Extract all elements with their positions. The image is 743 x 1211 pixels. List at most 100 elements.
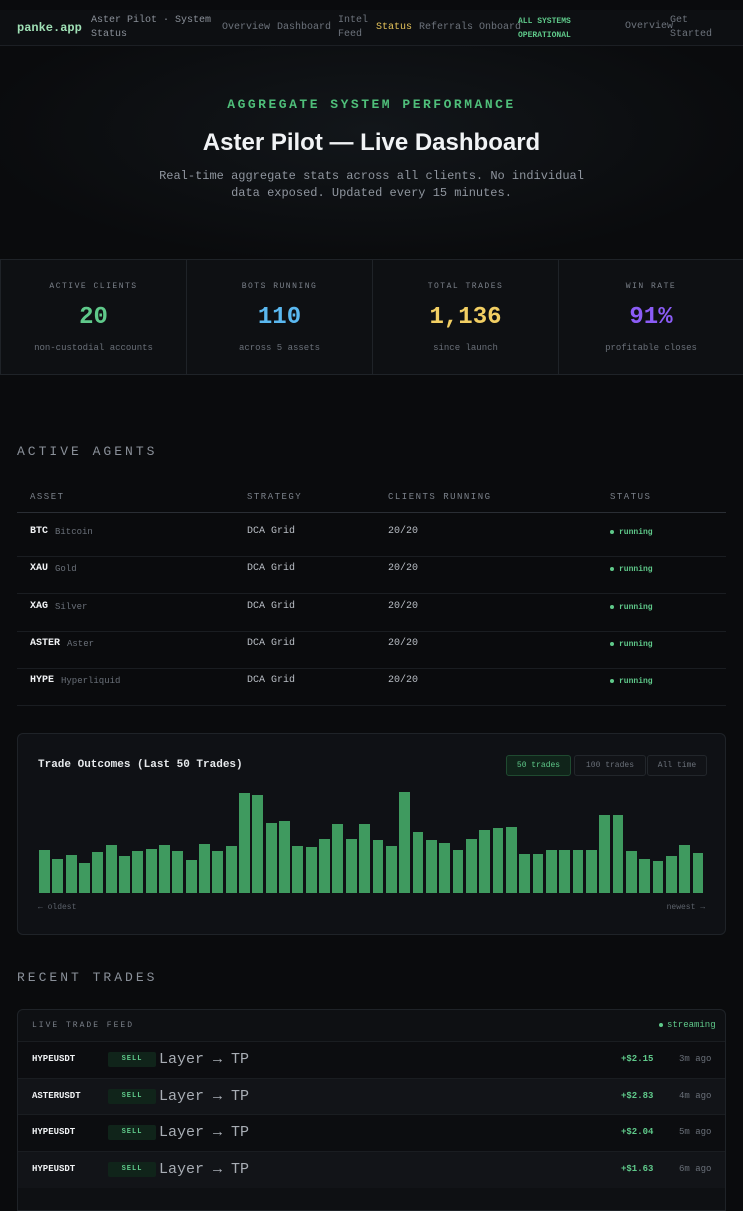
nav-link[interactable]: Referrals <box>419 22 474 33</box>
bar <box>105 844 117 893</box>
row-rule <box>17 556 726 557</box>
bar <box>545 849 557 893</box>
pnl: +$2.83 <box>621 1090 654 1101</box>
asset-symbol: XAG <box>30 600 49 612</box>
range-button[interactable]: 50 trades <box>506 755 571 776</box>
section-title: RECENT TRADES <box>17 970 158 985</box>
asset-name: Silver <box>55 601 88 612</box>
bar <box>559 849 571 893</box>
stat-note: across 5 assets <box>238 343 320 353</box>
action: Layer → TP <box>159 1051 250 1068</box>
status: running <box>619 528 653 537</box>
bar <box>319 839 330 893</box>
asset-symbol: HYPE <box>30 675 55 687</box>
strategy: DCA Grid <box>247 637 296 649</box>
bar <box>372 840 384 893</box>
bar <box>479 830 491 893</box>
bar <box>639 858 651 893</box>
strategy: DCA Grid <box>247 526 296 537</box>
trade-row: HYPEUSDT SELL Layer → TP +$2.15 3m ago <box>18 1041 725 1078</box>
bar <box>612 815 624 893</box>
table-rule <box>17 512 726 513</box>
bar <box>465 839 477 893</box>
bar <box>492 828 504 893</box>
stat-card: WIN RATE 91% profitable closes <box>558 259 743 375</box>
feed-label: LIVE TRADE FEED <box>32 1021 135 1030</box>
status: running <box>619 639 653 649</box>
nav-link[interactable]: Intel Feed <box>338 15 369 40</box>
time: 3m ago <box>679 1054 712 1064</box>
table-header: ASSET <box>30 492 65 502</box>
pair: HYPEUSDT <box>32 1127 76 1137</box>
asset-symbol: BTC <box>30 526 49 537</box>
row-rule <box>17 667 726 669</box>
stat-label: ACTIVE CLIENTS <box>49 282 138 291</box>
action: Layer → TP <box>159 1124 250 1141</box>
bar <box>519 853 531 893</box>
clients: 20/20 <box>388 637 419 649</box>
stat-card: ACTIVE CLIENTS 20 non-custodial accounts <box>0 259 187 375</box>
table-header: STATUS <box>610 492 652 502</box>
bar <box>172 850 184 893</box>
bar <box>119 855 130 893</box>
bar <box>279 821 290 893</box>
stat-card: BOTS RUNNING 110 across 5 assets <box>186 259 373 375</box>
status-dot <box>610 567 614 572</box>
stat-note: since launch <box>433 343 498 353</box>
pnl: +$1.63 <box>621 1163 654 1174</box>
brand[interactable]: panke.app <box>17 21 82 35</box>
status-dot <box>610 604 614 609</box>
bar <box>292 845 304 893</box>
bar <box>345 839 357 893</box>
bar <box>265 823 277 893</box>
bar <box>52 858 64 893</box>
stat-label: WIN RATE <box>625 282 677 291</box>
strategy: DCA Grid <box>247 675 296 687</box>
stat-value: 1,136 <box>429 304 502 331</box>
pair: HYPEUSDT <box>32 1054 76 1064</box>
bar <box>505 827 517 893</box>
asset-name: Bitcoin <box>55 527 93 537</box>
row-rule <box>17 593 726 595</box>
bar <box>572 849 584 893</box>
nav-link[interactable]: Onboard <box>479 22 522 33</box>
nav-link[interactable]: Dashboard <box>277 22 332 33</box>
bar <box>439 842 451 893</box>
status-dot <box>610 641 614 646</box>
status-dot <box>610 679 614 684</box>
status: running <box>619 565 653 575</box>
status: running <box>619 602 653 612</box>
trade-row: HYPEUSDT SELL Layer → TP +$2.04 5m ago <box>18 1114 725 1151</box>
bar <box>692 852 704 893</box>
stat-value: 20 <box>79 304 108 331</box>
trade-row: ASTERUSDT SELL Layer → TP +$2.83 4m ago <box>18 1077 725 1115</box>
stream-status: streaming <box>667 1020 716 1030</box>
range-button[interactable]: 100 trades <box>574 755 646 776</box>
bar <box>532 853 544 893</box>
nav-bar <box>0 10 743 46</box>
bar <box>199 843 210 893</box>
stat-value: 110 <box>257 304 302 331</box>
bar <box>239 793 250 893</box>
bar <box>39 849 50 893</box>
bar <box>79 862 90 893</box>
time: 5m ago <box>679 1127 712 1137</box>
action: Layer → TP <box>159 1160 250 1178</box>
nav-link[interactable]: Get Started <box>670 15 713 40</box>
feed-card: LIVE TRADE FEED streaming HYPEUSDT SELL Laye… <box>17 1009 726 1211</box>
nav-link[interactable]: Status <box>376 22 413 33</box>
action: Layer → TP <box>159 1087 250 1105</box>
bar <box>599 815 611 893</box>
section-title: ACTIVE AGENTS <box>17 444 158 459</box>
range-button[interactable]: All time <box>647 755 707 776</box>
bar <box>359 824 370 893</box>
pnl: +$2.04 <box>621 1127 654 1137</box>
stat-note: profitable closes <box>605 343 697 353</box>
bar <box>452 849 464 893</box>
asset-name: Hyperliquid <box>61 676 121 687</box>
nav-link[interactable]: Overview <box>625 21 674 32</box>
asset-symbol: XAU <box>30 563 49 575</box>
nav-link[interactable]: Overview <box>222 22 271 33</box>
side-badge: SELL <box>108 1161 156 1177</box>
